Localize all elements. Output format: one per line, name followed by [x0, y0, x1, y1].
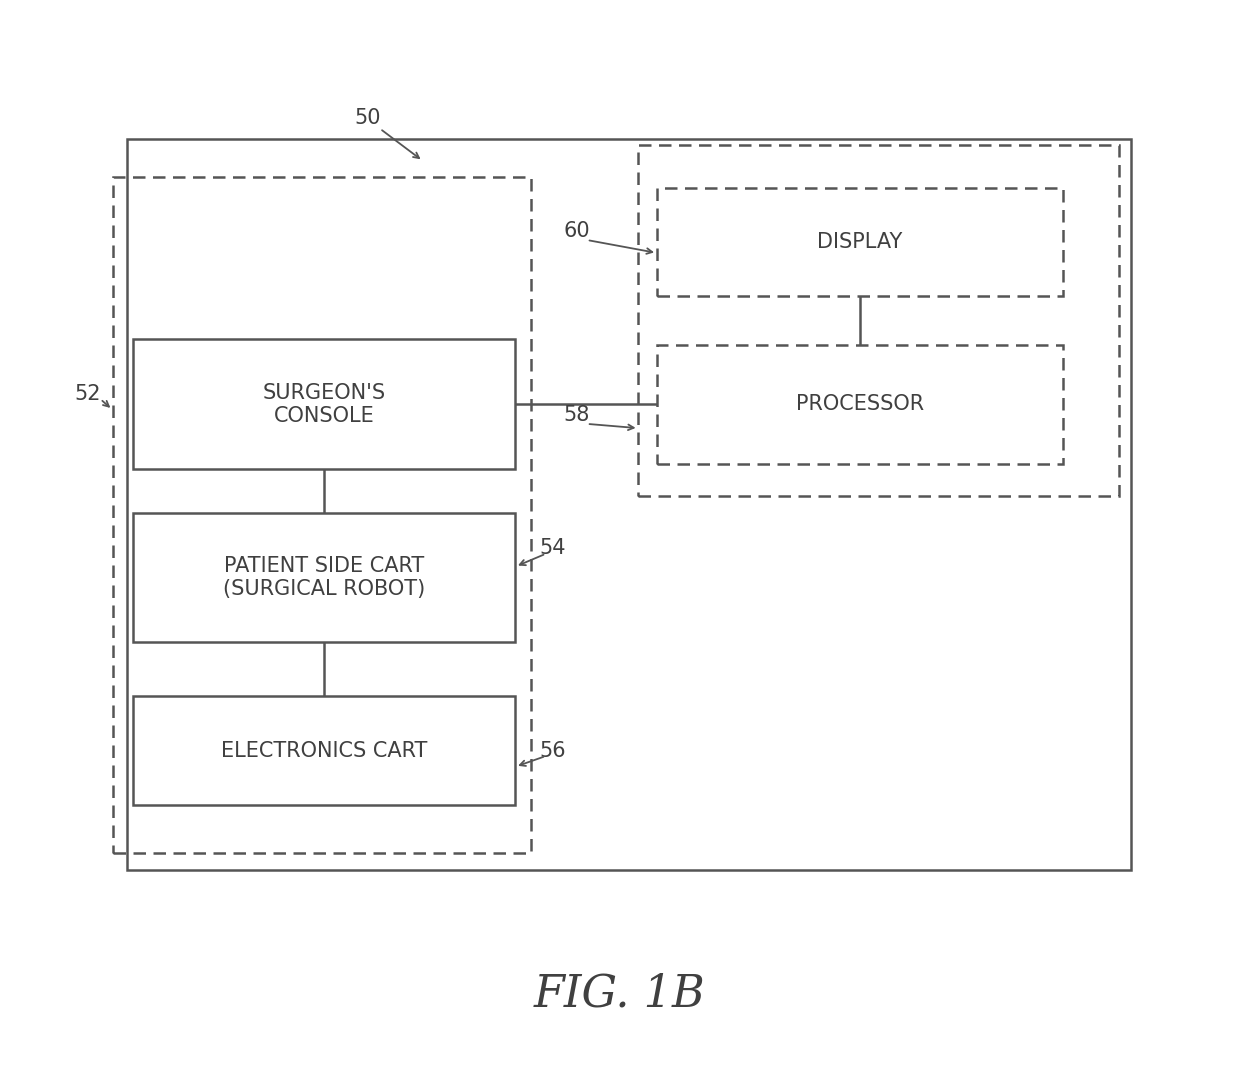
Text: FIG. 1B: FIG. 1B [534, 972, 706, 1016]
Bar [639, 145, 1118, 496]
Bar [657, 344, 1064, 464]
Bar [134, 697, 516, 804]
Text: SURGEON'S
CONSOLE: SURGEON'S CONSOLE [263, 383, 386, 426]
Text: 58: 58 [564, 405, 590, 425]
Bar [657, 189, 1064, 296]
Text: 60: 60 [563, 221, 590, 241]
Text: DISPLAY: DISPLAY [817, 232, 903, 252]
Text: 56: 56 [539, 740, 565, 761]
Bar [134, 512, 516, 642]
Text: PROCESSOR: PROCESSOR [796, 395, 924, 414]
Text: 50: 50 [355, 108, 381, 128]
Bar [134, 339, 516, 470]
Bar [128, 140, 1131, 870]
Text: 54: 54 [539, 538, 565, 558]
Bar [113, 178, 531, 853]
Text: PATIENT SIDE CART
(SURGICAL ROBOT): PATIENT SIDE CART (SURGICAL ROBOT) [223, 556, 425, 600]
Text: ELECTRONICS CART: ELECTRONICS CART [221, 740, 428, 761]
Text: 52: 52 [74, 384, 102, 403]
